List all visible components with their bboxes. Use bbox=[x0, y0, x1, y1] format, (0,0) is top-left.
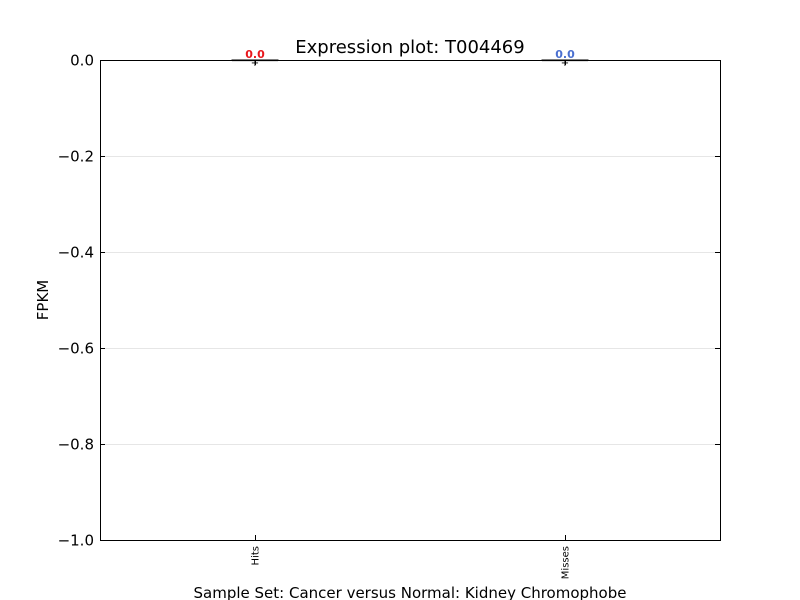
plot-area-frame bbox=[100, 60, 721, 541]
y-axis-ticks: 0.0 −0.2 −0.4 −0.6 −0.8 −1.0 bbox=[58, 52, 720, 550]
y-tick-label: −0.6 bbox=[58, 340, 94, 358]
x-axis-label: Sample Set: Cancer versus Normal: Kidney… bbox=[194, 584, 627, 600]
chart-title: Expression plot: T004469 bbox=[295, 37, 524, 58]
x-axis-ticks: Hits Misses bbox=[251, 60, 572, 579]
flier-marker: + bbox=[251, 58, 259, 69]
y-tick-label: −0.4 bbox=[58, 244, 94, 262]
y-tick-label: −0.8 bbox=[58, 436, 94, 454]
median-value-label: 0.0 bbox=[245, 48, 265, 61]
y-axis-label: FPKM bbox=[34, 280, 52, 320]
box-elements: +0.0+0.0 bbox=[231, 48, 589, 69]
grid-lines bbox=[100, 156, 720, 445]
x-tick-label: Misses bbox=[561, 546, 572, 579]
x-tick-label: Hits bbox=[251, 546, 262, 565]
y-tick-label: −0.2 bbox=[58, 148, 94, 166]
y-tick-label: 0.0 bbox=[70, 52, 94, 70]
y-tick-label: −1.0 bbox=[58, 532, 94, 550]
median-value-label: 0.0 bbox=[555, 48, 575, 61]
flier-marker: + bbox=[561, 58, 569, 69]
